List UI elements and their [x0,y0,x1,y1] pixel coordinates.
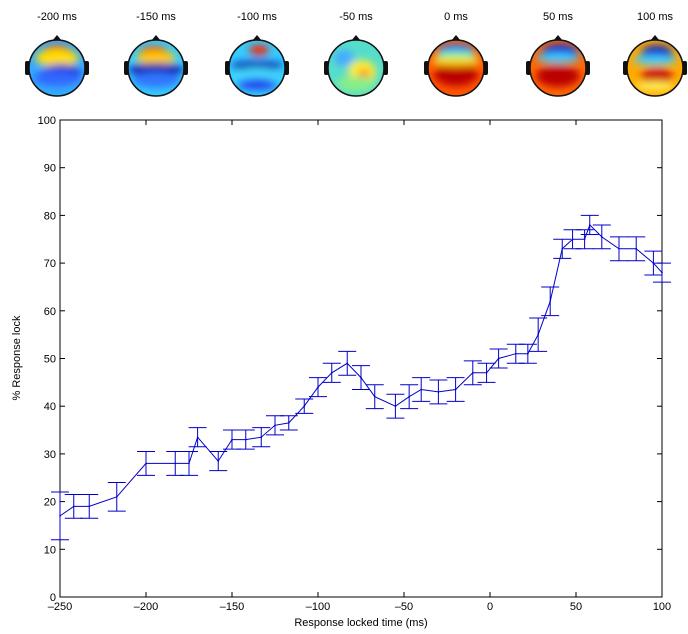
data-point [274,424,276,427]
data-point [59,515,61,517]
topomap: 50 ms [526,11,590,97]
axes-frame [59,119,663,598]
y-tick-label: 80 [44,210,56,222]
data-point [420,388,423,391]
data-point [527,352,529,355]
y-tick-label: 30 [44,449,56,461]
topomap-label: -50 ms [339,11,373,23]
topomap: -200 ms [25,11,89,97]
axis-ticks: –250 –200 –150 –100 –50 0 50 100 0 10 20 30 40 50 60 70… [38,115,672,613]
x-tick-label: 0 [487,601,493,613]
scalp-map [627,40,683,96]
data-point [472,372,474,374]
data-points [59,224,663,517]
head-outline [427,39,485,97]
scalp-map [328,40,384,96]
data-point [454,388,457,391]
y-tick-label: 0 [50,592,56,604]
y-tick-label: 70 [44,258,56,270]
x-tick-label: –100 [306,601,330,613]
head-outline [28,39,86,97]
y-tick-label: 60 [44,306,56,318]
y-tick-label: 20 [44,497,56,509]
data-point [618,247,620,250]
topomap-label: -150 ms [136,11,176,23]
data-point [549,300,551,303]
scalp-map [530,40,586,96]
scalp-map [29,40,85,96]
data-point [303,405,306,408]
data-point [346,362,349,365]
data-point [583,238,586,241]
head-outline [327,39,385,97]
data-point [217,460,220,462]
topomap-label: -100 ms [237,11,277,23]
data-point [537,333,539,336]
topomap: 0 ms [424,11,488,97]
data-point [635,247,637,250]
topomap: 100 ms [623,11,687,97]
data-point [287,422,290,424]
head-outline [626,39,684,97]
plot-area: –250 –200 –150 –100 –50 0 50 100 0 10 20 30 40 50 60 70… [38,115,672,613]
x-tick-label: –250 [48,601,72,613]
topomap: -100 ms [225,11,289,97]
data-point [561,247,564,250]
data-point [330,372,333,374]
data-point [145,462,147,465]
y-tick-label: 90 [44,163,56,175]
data-point [317,386,319,388]
y-tick-label: 100 [38,115,56,127]
scalp-map [229,40,285,96]
head-outline [228,39,286,97]
topomap: -50 ms [324,11,388,97]
topomap-label: 100 ms [637,11,674,23]
data-point [571,238,574,241]
x-tick-label: 50 [570,601,582,613]
x-axis-label: Response locked time (ms) [294,617,427,629]
head-outline [529,39,587,97]
data-point [652,262,655,264]
data-point [515,352,517,355]
data-point [231,438,233,441]
data-point [174,462,177,465]
data-point [115,496,118,498]
topomap-label: 50 ms [543,11,573,23]
x-tick-label: –50 [395,601,413,613]
data-point [601,236,603,238]
data-point [394,405,397,408]
data-point [88,505,91,508]
scalp-map [428,40,484,96]
data-point [260,436,263,439]
x-tick-label: 100 [653,601,671,613]
data-point [196,436,199,439]
y-tick-label: 10 [44,544,56,556]
y-axis-label: % Response lock [11,315,23,400]
topomap-label: -200 ms [37,11,77,23]
scalp-map [128,40,184,96]
y-tick-label: 40 [44,401,56,413]
data-point [244,438,247,441]
topomap-label: 0 ms [444,11,468,23]
y-tick-label: 50 [44,354,56,366]
data-point [373,395,376,398]
data-point [72,505,75,508]
data-point [497,357,500,360]
data-point [437,391,440,393]
data-point [408,395,410,398]
x-tick-label: –150 [220,601,244,613]
data-point [661,271,663,274]
data-point [588,224,591,226]
topographic-maps: -200 ms -150 ms -100 ms -50 ms 0 ms 50 ms 100 … [25,11,687,97]
head-outline [127,39,185,97]
topomap: -150 ms [124,11,188,97]
data-point [485,372,488,374]
x-tick-label: –200 [134,601,158,613]
data-point [188,462,190,465]
data-point [360,376,362,379]
